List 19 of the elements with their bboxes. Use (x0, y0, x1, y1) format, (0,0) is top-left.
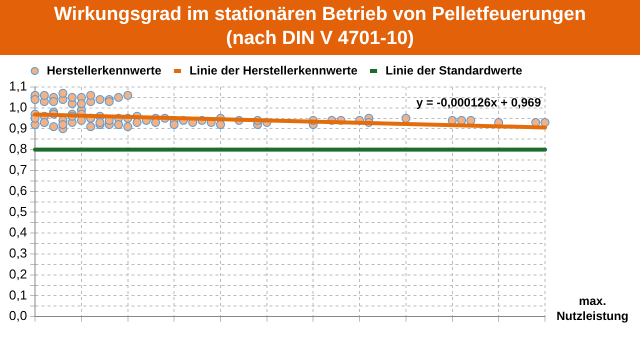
x-axis-title: max. Nutzleistung (556, 294, 628, 323)
legend-label: Linie der Herstellerkennwerte (189, 63, 358, 78)
y-tick-label: 0,9 (8, 120, 28, 136)
chart-subtitle: (nach DIN V 4701-10) (225, 27, 415, 51)
y-tick-label: 0,5 (8, 204, 28, 219)
y-tick-label: 0,4 (8, 224, 28, 240)
y-tick-label: 0,3 (8, 246, 28, 261)
y-tick-label: 1,1 (8, 78, 28, 94)
y-tick-label: 0,8 (8, 141, 28, 156)
y-tick-label: 0,7 (8, 162, 28, 178)
annotation: y = -0,000126x + 0,969 (416, 95, 542, 110)
y-tick-label: 0,1 (8, 287, 28, 302)
chart-title: Wirkungsgrad im stationären Betrieb von Pelletfeuerungen (53, 3, 587, 27)
legend-label: Herstellerkennwerte (46, 63, 162, 78)
y-tick-label: 1,0 (8, 99, 28, 114)
y-tick-label: 0,0 (8, 308, 28, 324)
y-tick-label: 0,2 (8, 266, 28, 282)
y-tick-label: 0,6 (8, 182, 28, 198)
legend-label: Linie der Standardwerte (386, 63, 523, 78)
